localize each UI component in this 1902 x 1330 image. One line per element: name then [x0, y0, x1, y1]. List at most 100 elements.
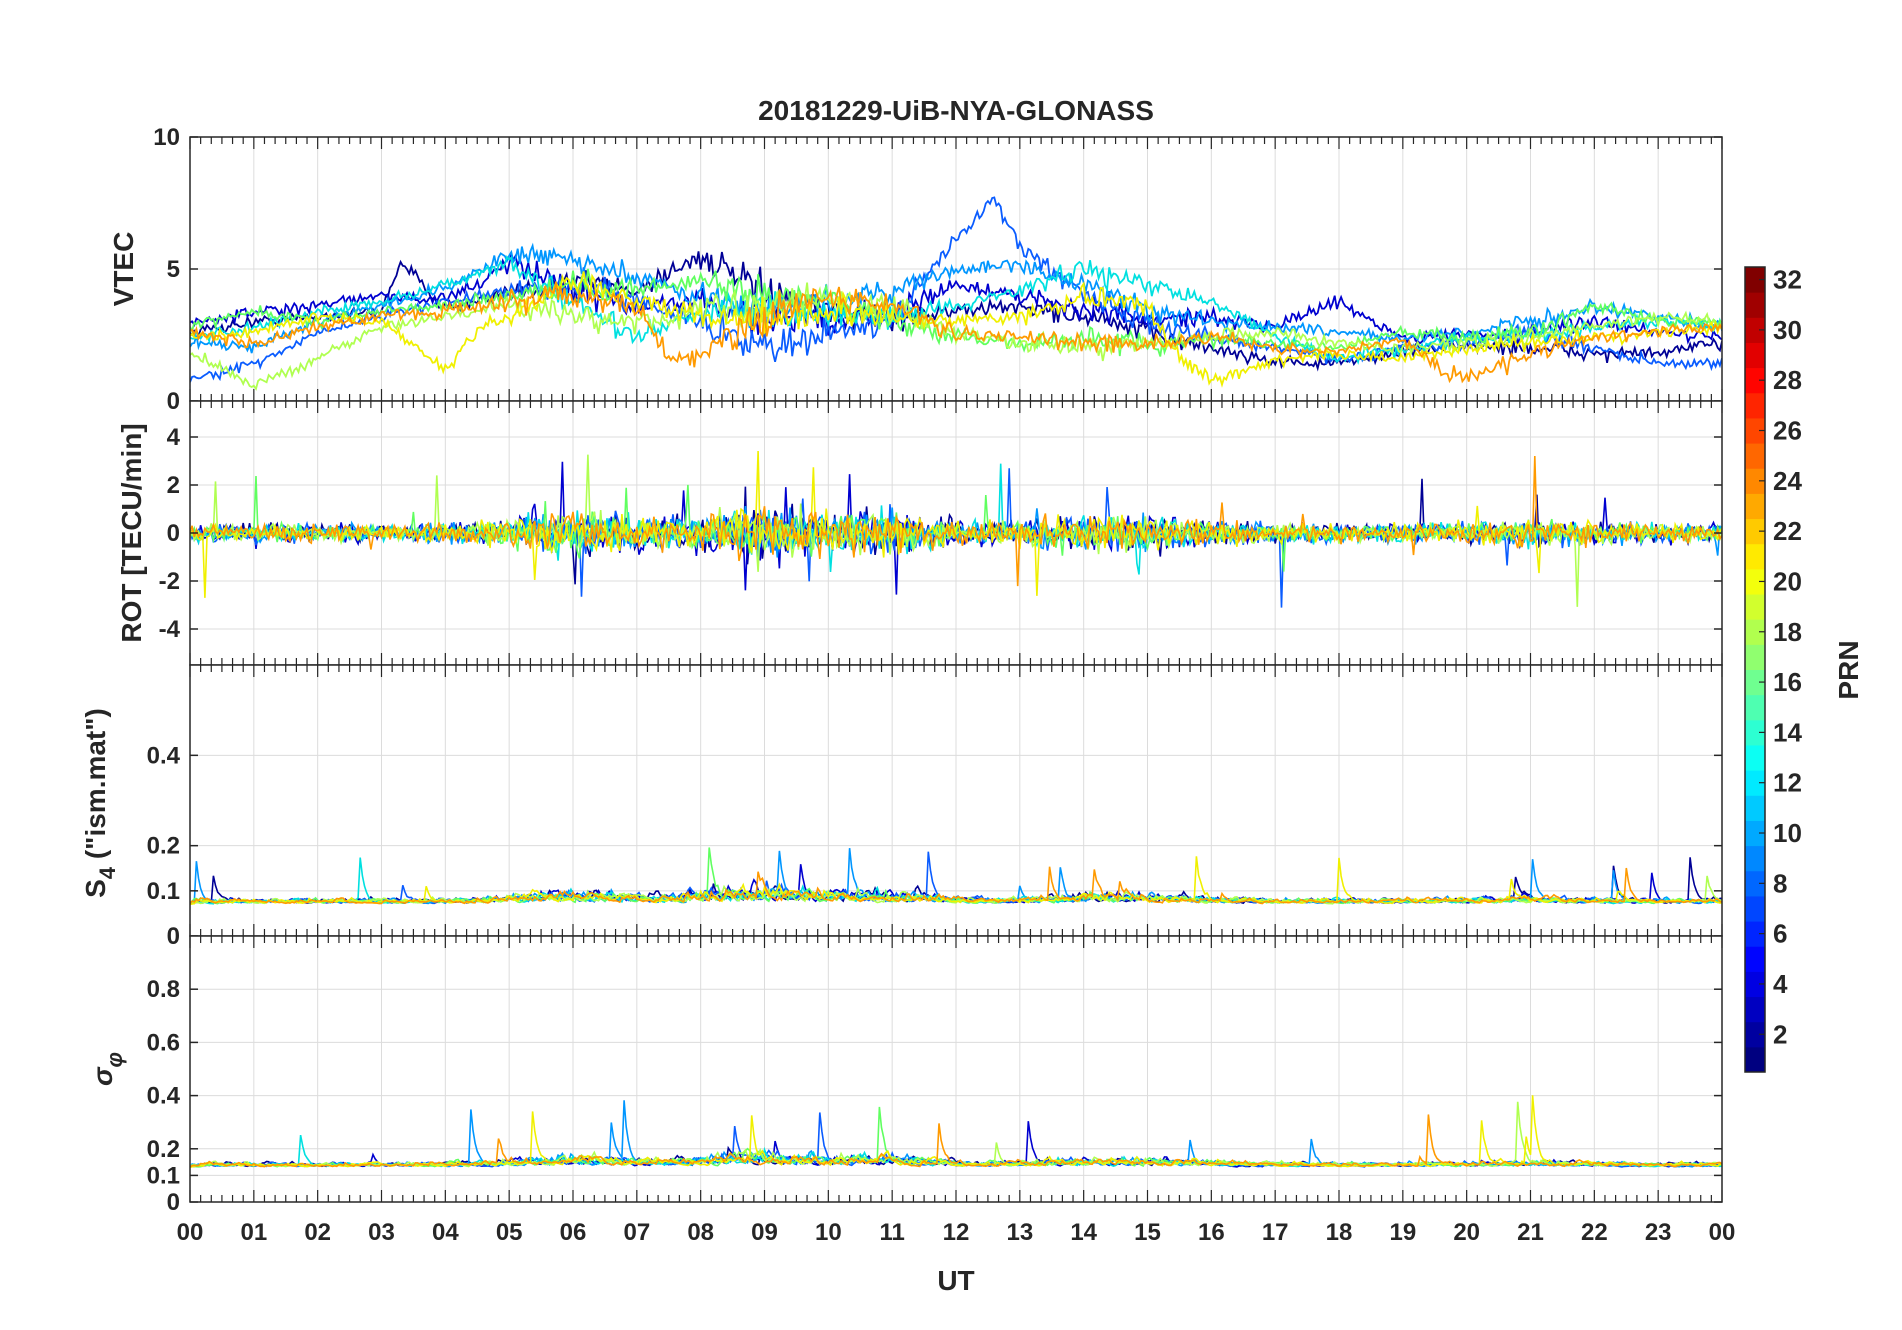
colorbar-band — [1745, 594, 1765, 620]
y-tick-label: -4 — [159, 616, 181, 643]
panel-sigma-phi-y-tick-labels: 00.10.2 0.4 0.6 0.8 — [147, 976, 181, 1216]
colorbar-band — [1745, 996, 1765, 1023]
colorbar-tick-label: 28 — [1773, 365, 1802, 395]
x-tick-label: 20 — [1453, 1219, 1480, 1246]
x-tick-label: 19 — [1389, 1219, 1416, 1246]
y-tick-label: 0 — [167, 388, 180, 415]
y-tick-label: 0.1 — [147, 878, 180, 905]
x-tick-label: 13 — [1006, 1219, 1033, 1246]
y-tick-label: 0.1 — [147, 1162, 180, 1189]
colorbar-band — [1745, 342, 1765, 369]
colorbar-band — [1745, 946, 1765, 972]
colorbar-tick-label: 12 — [1773, 768, 1802, 798]
panel-sigma-phi-ylabel: σφ — [87, 1052, 127, 1086]
colorbar-tick-label: 2 — [1773, 1019, 1787, 1049]
colorbar-band — [1745, 895, 1765, 922]
x-tick-label: 02 — [304, 1219, 331, 1246]
x-tick-labels: 00 01 02 03 04 05 06 07 08 09 10 11 12 13 14 15 16 17 18 19… — [177, 1219, 1736, 1246]
colorbar-band — [1745, 921, 1765, 947]
panel-sigma-phi-ticks — [189, 936, 1723, 1203]
panel-rot-y-tick-labels: -4 -2 0 2 4 — [159, 424, 181, 643]
x-tick-label: 08 — [687, 1219, 714, 1246]
colorbar-tick-label: 4 — [1773, 969, 1788, 999]
colorbar-band — [1745, 367, 1765, 394]
rot-line-prn-23 — [190, 455, 1722, 587]
colorbar-band — [1745, 468, 1765, 494]
y-tick-label: -2 — [159, 568, 180, 595]
y-tick-label: 0.6 — [147, 1029, 180, 1056]
panel-vtec-ticks — [189, 136, 1723, 402]
panel-vtec: 0 5 10 VTEC — [108, 124, 1723, 415]
x-tick-label: 15 — [1134, 1219, 1161, 1246]
panel-s4: 0 0.1 0.2 0.4 S4 ("ism.mat") — [80, 664, 1723, 950]
colorbar-band — [1745, 845, 1765, 872]
x-tick-label: 12 — [943, 1219, 970, 1246]
colorbar-tick-label: 14 — [1773, 717, 1802, 747]
panel-sigma-phi: 00.10.2 0.4 0.6 0.8 σφ — [87, 935, 1723, 1216]
chart-title: 20181229-UiB-NYA-GLONASS — [758, 95, 1154, 126]
colorbar-band — [1745, 719, 1765, 746]
panel-vtec-ylabel: VTEC — [108, 232, 139, 307]
x-tick-label: 03 — [368, 1219, 395, 1246]
y-tick-label: 4 — [167, 424, 181, 451]
y-tick-label: 5 — [167, 256, 180, 283]
colorbar-tick-label: 8 — [1773, 868, 1787, 898]
y-tick-label: 0.4 — [147, 1083, 181, 1110]
y-tick-label: 0 — [167, 520, 180, 547]
x-tick-label: 09 — [751, 1219, 778, 1246]
panel-s4-ylabel-sub: 4 — [95, 866, 120, 879]
rot-line-prn-18 — [190, 454, 1722, 607]
s4-line-prn-23 — [190, 866, 1722, 905]
x-tick-label: 18 — [1326, 1219, 1353, 1246]
sigma_phi-line-prn-20 — [190, 1095, 1722, 1169]
x-tick-label: 01 — [240, 1219, 267, 1246]
panel-sigma-phi-ylabel-main: σ — [87, 1066, 118, 1086]
colorbar-band — [1745, 1021, 1765, 1048]
x-tick-label: 21 — [1517, 1219, 1544, 1246]
colorbar-tick-label: 24 — [1773, 466, 1802, 496]
x-tick-label: 05 — [496, 1219, 523, 1246]
colorbar-band — [1745, 292, 1765, 318]
x-tick-label: 00 — [177, 1219, 204, 1246]
x-tick-label: 04 — [432, 1219, 459, 1246]
colorbar-tick-label: 30 — [1773, 315, 1802, 345]
colorbar-tick-label: 18 — [1773, 617, 1802, 647]
x-tick-label: 10 — [815, 1219, 842, 1246]
colorbar-tick-label: 32 — [1773, 265, 1802, 295]
x-tick-label: 23 — [1645, 1219, 1672, 1246]
vtec-line-prn-18 — [190, 282, 1722, 391]
colorbar-tick-label: 26 — [1773, 416, 1802, 446]
colorbar-band — [1745, 493, 1765, 520]
colorbar-tick-label: 20 — [1773, 566, 1802, 596]
panel-sigma-phi-series — [190, 1095, 1722, 1169]
colorbar-band — [1745, 543, 1765, 570]
colorbar-band — [1745, 417, 1765, 444]
colorbar-tick-label: 6 — [1773, 919, 1787, 949]
y-tick-label: 0 — [167, 1189, 180, 1216]
x-tick-label: 07 — [623, 1219, 650, 1246]
panel-s4-y-tick-labels: 0 0.1 0.2 0.4 — [147, 742, 181, 950]
s4-line-prn-18 — [190, 875, 1722, 905]
colorbar-band — [1745, 443, 1765, 469]
colorbar-tick-label: 10 — [1773, 818, 1802, 848]
colorbar-band — [1745, 669, 1765, 696]
panel-rot: -4 -2 0 2 4 ROT [TECU/min] — [116, 400, 1723, 666]
x-tick-label: 16 — [1198, 1219, 1225, 1246]
sigma_phi-line-prn-23 — [190, 1114, 1722, 1168]
y-tick-label: 10 — [153, 124, 180, 151]
colorbar-band — [1745, 770, 1765, 796]
y-tick-label: 0 — [167, 923, 180, 950]
panel-s4-series — [190, 847, 1722, 906]
panel-s4-ylabel-rest: ("ism.mat") — [80, 708, 111, 867]
x-tick-label: 00 — [1709, 1219, 1736, 1246]
panel-rot-ylabel: ROT [TECU/min] — [116, 423, 147, 642]
x-tick-label: 06 — [560, 1219, 587, 1246]
x-tick-label: 22 — [1581, 1219, 1608, 1246]
x-tick-label: 14 — [1070, 1219, 1097, 1246]
panel-vtec-y-tick-labels: 0 5 10 — [153, 124, 180, 415]
colorbar-label: PRN — [1833, 640, 1864, 699]
colorbar-band — [1745, 744, 1765, 771]
colorbar-frame — [1744, 266, 1766, 1073]
